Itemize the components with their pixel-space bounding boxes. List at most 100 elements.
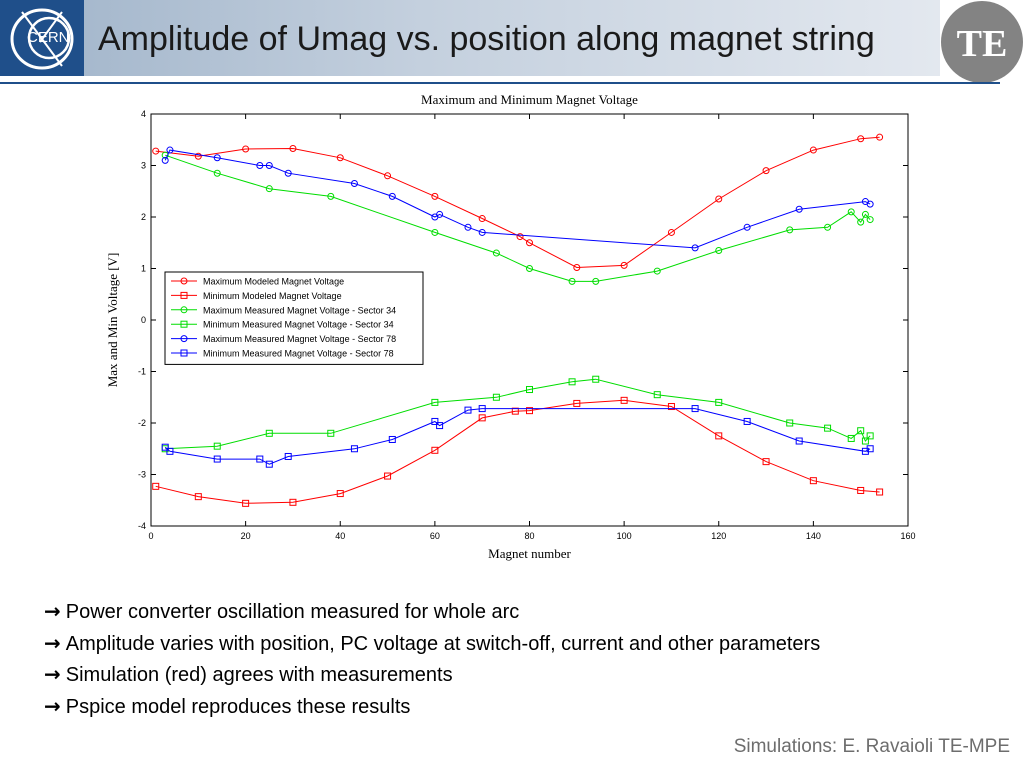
series-line [165, 154, 871, 282]
data-point [388, 435, 396, 443]
data-point [876, 133, 884, 141]
bullet-text: Simulation (red) agrees with measurement… [65, 664, 453, 686]
y-tick-label: 3 [141, 161, 146, 171]
x-axis-label: Magnet number [488, 546, 571, 561]
data-point [795, 205, 803, 213]
y-tick-label: -1 [138, 367, 146, 377]
te-logo-text: TE [957, 23, 1008, 65]
data-point [436, 422, 444, 430]
data-point [265, 162, 273, 169]
data-point [667, 403, 675, 411]
arrow-icon: → [44, 630, 61, 655]
data-point [478, 414, 486, 422]
data-point [847, 208, 855, 216]
y-axis-label: Max and Min Voltage [V] [105, 253, 120, 388]
data-point [284, 169, 292, 177]
data-point [152, 482, 160, 490]
legend-marker [180, 291, 188, 299]
data-point [478, 228, 486, 236]
te-logo: TE [940, 0, 1024, 84]
series-line [155, 399, 880, 504]
data-point [592, 277, 600, 285]
bullet-item: → Power converter oscillation measured fo… [44, 596, 820, 628]
y-tick-label: 1 [141, 264, 146, 274]
data-point [573, 263, 581, 271]
arrow-icon: → [44, 662, 61, 686]
data-point [857, 486, 865, 494]
legend-marker [180, 335, 188, 343]
x-tick-label: 60 [430, 531, 440, 541]
x-tick-label: 140 [806, 531, 821, 541]
data-point [256, 455, 264, 463]
data-point [242, 499, 250, 507]
data-point [743, 223, 751, 231]
data-point [620, 396, 628, 404]
data-point [667, 228, 675, 236]
x-tick-label: 120 [711, 531, 726, 541]
data-point [592, 375, 600, 383]
data-point [242, 145, 250, 153]
data-point [194, 493, 202, 501]
data-point [436, 210, 444, 218]
data-point [336, 490, 344, 498]
data-point [284, 452, 292, 460]
data-point [715, 246, 723, 254]
data-point [715, 432, 723, 440]
data-point [824, 223, 832, 231]
page-title: Amplitude of Umag vs. position along mag… [98, 20, 875, 58]
data-point [809, 146, 817, 154]
data-point [762, 167, 770, 175]
data-point [289, 498, 297, 506]
series-line [164, 149, 871, 249]
data-point [431, 228, 439, 236]
data-point [492, 393, 500, 401]
data-point [213, 154, 221, 162]
legend-marker [180, 277, 188, 285]
data-point [350, 180, 358, 188]
data-point [691, 244, 699, 252]
x-tick-label: 160 [900, 531, 915, 541]
data-point [213, 169, 221, 177]
chart-title: Maximum and Minimum Magnet Voltage [421, 92, 638, 107]
data-point [861, 210, 869, 218]
legend-label: Minimum Modeled Magnet Voltage [203, 291, 342, 301]
data-point [620, 261, 628, 269]
data-point [568, 277, 576, 285]
y-tick-label: 2 [141, 212, 146, 222]
data-point [568, 378, 576, 386]
y-tick-label: 0 [141, 315, 146, 325]
data-point [866, 432, 874, 440]
data-point [166, 447, 174, 455]
data-point [336, 154, 344, 162]
data-point [478, 405, 486, 413]
data-point [492, 249, 500, 257]
y-tick-label: -2 [138, 418, 146, 428]
data-point [526, 265, 533, 272]
data-point [824, 424, 832, 432]
bullet-text: Pspice model reproduces these results [65, 695, 411, 718]
data-point [715, 398, 723, 406]
data-point [350, 445, 358, 453]
data-point [256, 162, 264, 169]
data-point [327, 429, 335, 437]
data-point [715, 195, 723, 203]
x-tick-label: 40 [335, 531, 345, 541]
legend-label: Maximum Modeled Magnet Voltage [203, 277, 344, 287]
data-point [866, 445, 874, 453]
data-point [866, 216, 874, 224]
data-point [431, 446, 439, 454]
data-point [464, 223, 472, 231]
chart: Maximum and Minimum Magnet Voltage Magne… [105, 92, 916, 561]
legend-label: Maximum Measured Magnet Voltage - Sector… [203, 305, 396, 315]
arrow-icon: → [44, 693, 61, 718]
data-point [464, 406, 472, 414]
data-point [161, 443, 169, 451]
data-point [866, 200, 874, 208]
cern-logo-text: CERN [27, 29, 70, 46]
data-point [857, 135, 865, 143]
data-point [194, 152, 202, 160]
data-point [786, 226, 794, 234]
legend-marker [180, 320, 188, 328]
data-point [743, 417, 751, 425]
data-point [809, 477, 817, 485]
